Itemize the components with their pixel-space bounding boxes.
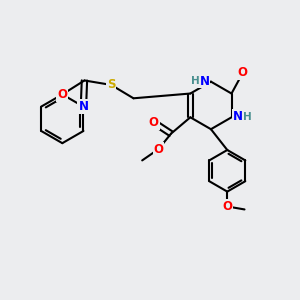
Text: N: N <box>233 110 243 123</box>
Text: O: O <box>154 142 164 156</box>
Text: O: O <box>149 116 159 129</box>
Text: N: N <box>78 100 88 113</box>
Text: O: O <box>238 66 248 79</box>
Text: H: H <box>191 76 200 86</box>
Text: O: O <box>222 200 232 213</box>
Text: O: O <box>57 88 67 101</box>
Text: H: H <box>243 112 251 122</box>
Text: S: S <box>107 78 116 92</box>
Text: N: N <box>200 74 209 88</box>
